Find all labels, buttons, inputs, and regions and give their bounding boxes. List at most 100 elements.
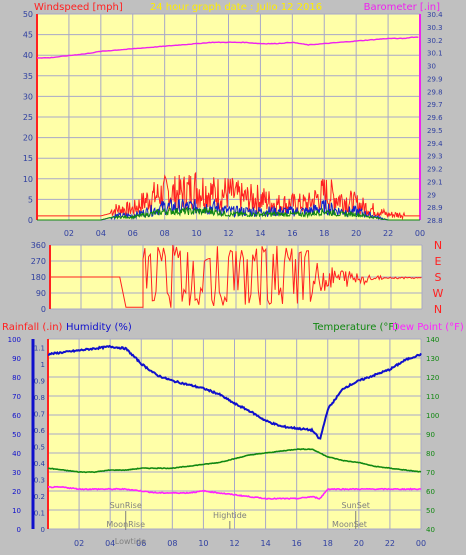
barometer-tick-label: 30.1: [427, 50, 443, 58]
x-tick-label: 08: [160, 229, 170, 238]
barometer-tick-label: 29.5: [427, 127, 443, 135]
wind-baro-panel: 0 5 10 15 20 25 30 35 40 45 50 28.8 28.9 29 29.1 29.2 29…: [23, 10, 443, 238]
direction-tick-label: 180: [31, 273, 46, 282]
temperature-tick-label: 100: [426, 412, 439, 420]
humidity-axis-label: Humidity (%): [66, 322, 132, 333]
x-tick-label: 16: [287, 229, 297, 238]
barometer-tick-label: 29.6: [427, 114, 443, 122]
humidity-tick-label: 80: [12, 374, 21, 382]
windspeed-tick-label: 15: [23, 154, 33, 163]
x-tick-label: 00: [416, 539, 426, 548]
rainfall-tick-label: 0.7: [34, 410, 45, 418]
barometer-tick-label: 29.1: [427, 178, 443, 186]
x-tick-label: 10: [198, 539, 208, 548]
x-tick-label: 06: [128, 229, 138, 238]
windspeed-tick-label: 30: [23, 92, 33, 101]
humidity-tick-label: 10: [12, 507, 21, 515]
direction-tick-label: 0: [41, 305, 46, 314]
x-tick-label: 02: [74, 539, 84, 548]
rainfall-tick-label: 0.9: [34, 377, 45, 385]
direction-tick-label: 360: [31, 241, 46, 250]
compass-letter: S: [435, 271, 442, 284]
humidity-tick-label: 20: [12, 488, 21, 496]
x-tick-label: 00: [415, 229, 425, 238]
barometer-tick-label: 29.3: [427, 153, 443, 161]
windspeed-tick-label: 25: [23, 113, 33, 122]
x-tick-label: 20: [354, 539, 364, 548]
windspeed-tick-label: 40: [23, 51, 33, 60]
compass-letter: E: [435, 255, 442, 268]
rainfall-tick-label: 0.6: [34, 427, 46, 435]
windspeed-tick-label: 0: [28, 216, 33, 225]
temperature-tick-label: 140: [426, 336, 439, 344]
rainfall-tick-label: 0.4: [34, 460, 46, 468]
x-tick-label: 08: [167, 539, 177, 548]
event-label: MoonSet: [332, 520, 367, 529]
humidity-tick-label: 90: [12, 355, 21, 363]
barometer-tick-label: 29.9: [427, 75, 443, 83]
x-tick-label: 18: [319, 229, 329, 238]
event-label: Lowtide: [115, 537, 146, 546]
compass-letter: N: [434, 303, 442, 316]
barometer-tick-label: 30.4: [427, 11, 443, 19]
temperature-tick-label: 40: [426, 526, 435, 534]
humidity-tick-label: 50: [12, 431, 21, 439]
temperature-axis-label: Temperature (°F): [312, 322, 398, 333]
windspeed-tick-label: 35: [23, 72, 33, 81]
rainfall-tick-label: 1: [41, 361, 45, 369]
rainfall-tick-label: 1.1: [34, 344, 45, 352]
humidity-tick-label: 100: [8, 336, 21, 344]
series-line: [47, 485, 422, 500]
barometer-line: [37, 36, 419, 59]
graph-title: 24 hour graph date : Julio 12 2016: [150, 2, 322, 13]
rainfall-tick-label: 0: [41, 526, 45, 534]
direction-tick-label: 90: [36, 289, 46, 298]
barometer-tick-label: 30: [427, 63, 436, 71]
barometer-tick-label: 28.8: [427, 217, 443, 225]
compass-letter: N: [434, 239, 442, 252]
wind-direction-line: [50, 244, 422, 308]
temperature-tick-label: 50: [426, 507, 435, 515]
barometer-tick-label: 30.3: [427, 24, 443, 32]
x-tick-label: 10: [191, 229, 201, 238]
x-tick-label: 12: [223, 229, 233, 238]
rainfall-tick-label: 0.5: [34, 443, 45, 451]
barometer-axis-label: Barometer [.in]: [364, 2, 440, 13]
windspeed-tick-label: 10: [23, 175, 33, 184]
direction-tick-label: 270: [31, 257, 46, 266]
barometer-tick-label: 30.2: [427, 37, 443, 45]
series-line: [47, 344, 422, 440]
humidity-tick-label: 30: [12, 469, 21, 477]
x-tick-label: 04: [96, 229, 106, 238]
event-label: SunSet: [342, 501, 370, 510]
x-tick-label: 22: [385, 539, 395, 548]
humidity-tick-label: 40: [12, 450, 21, 458]
x-tick-label: 02: [64, 229, 74, 238]
humidity-tick-label: 60: [12, 412, 21, 420]
compass-letter: W: [433, 287, 444, 300]
humidity-tick-label: 0: [17, 526, 21, 534]
windspeed-tick-label: 5: [28, 195, 33, 204]
x-tick-label: 04: [105, 539, 115, 548]
barometer-tick-label: 29.7: [427, 101, 443, 109]
x-tick-label: 14: [255, 229, 265, 238]
temperature-tick-label: 80: [426, 450, 435, 458]
x-tick-label: 14: [260, 539, 270, 548]
wind-direction-panel: 0 N 90 W 180 S 270 E 360 N: [31, 239, 444, 316]
temperature-tick-label: 70: [426, 469, 435, 477]
windspeed-tick-label: 45: [23, 31, 33, 40]
event-label: Hightide: [213, 511, 247, 520]
rainfall-tick-label: 0.1: [34, 509, 45, 517]
barometer-tick-label: 29.8: [427, 88, 443, 96]
series-line: [47, 448, 422, 474]
x-tick-label: 20: [351, 229, 361, 238]
event-label: SunRise: [110, 501, 142, 510]
temperature-tick-label: 90: [426, 431, 435, 439]
barometer-tick-label: 29.2: [427, 166, 443, 174]
barometer-tick-label: 29.4: [427, 140, 443, 148]
rainfall-axis-label: Rainfall (.in): [2, 322, 63, 333]
windspeed-tick-label: 20: [23, 134, 33, 143]
windspeed-line: [37, 206, 420, 221]
humidity-tick-label: 70: [12, 393, 21, 401]
